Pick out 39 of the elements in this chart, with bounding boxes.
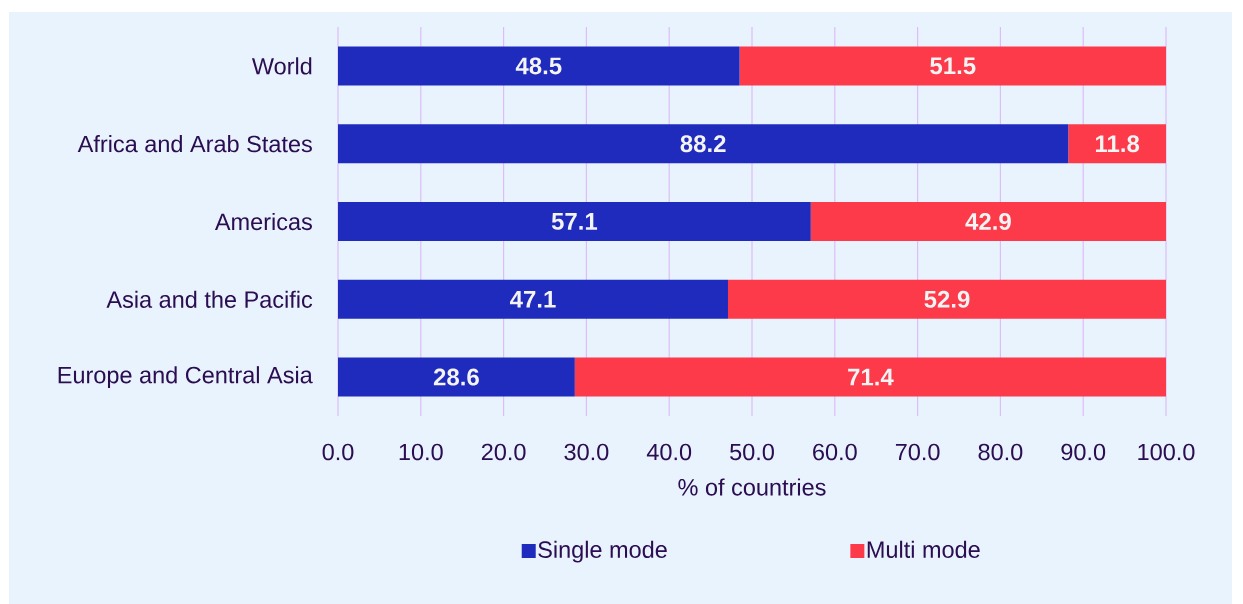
data-label: 48.5 <box>515 57 562 75</box>
bar <box>810 202 1166 241</box>
x-tick-label: 70.0 <box>895 443 940 461</box>
x-tick-label: 90.0 <box>1061 443 1106 461</box>
y-tick-label: World <box>251 57 312 75</box>
data-label: 28.6 <box>433 368 479 386</box>
data-label: 71.4 <box>848 368 894 386</box>
y-tick-label: Africa and Arab States <box>77 135 312 153</box>
y-tick-label: Europe and Central Asia <box>58 366 313 389</box>
x-tick-label: 0.0 <box>322 443 354 461</box>
x-tick-label: 50.0 <box>730 443 774 461</box>
x-tick-label: 20.0 <box>481 443 526 461</box>
bar <box>739 46 1166 86</box>
bar <box>338 202 811 241</box>
bar <box>574 357 1166 397</box>
legend-label: Single mode <box>538 540 667 563</box>
data-label: 88.2 <box>680 135 726 153</box>
bar <box>338 357 575 397</box>
bar <box>338 279 728 319</box>
bar <box>727 279 1166 319</box>
x-tick-label: 10.0 <box>399 443 443 461</box>
data-label: 42.9 <box>965 213 1011 230</box>
data-label: 11.8 <box>1095 135 1140 153</box>
bar <box>338 124 1069 164</box>
y-tick-label: Americas <box>214 212 312 231</box>
x-tick-label: 100.0 <box>1138 443 1195 461</box>
legend-label: Multi mode <box>867 540 980 558</box>
x-tick-label: 60.0 <box>813 443 857 461</box>
bar <box>1068 124 1166 164</box>
data-label: 57.1 <box>551 213 598 230</box>
x-axis-title: % of countries <box>678 478 826 496</box>
data-label: 47.1 <box>510 291 556 308</box>
x-tick-label: 40.0 <box>646 443 692 461</box>
y-tick-label: Asia and the Pacific <box>106 290 313 308</box>
data-label: 51.5 <box>930 57 976 75</box>
data-label: 52.9 <box>924 290 970 308</box>
x-tick-label: 80.0 <box>978 443 1023 461</box>
bar <box>338 46 740 86</box>
x-tick-label: 30.0 <box>564 443 609 461</box>
